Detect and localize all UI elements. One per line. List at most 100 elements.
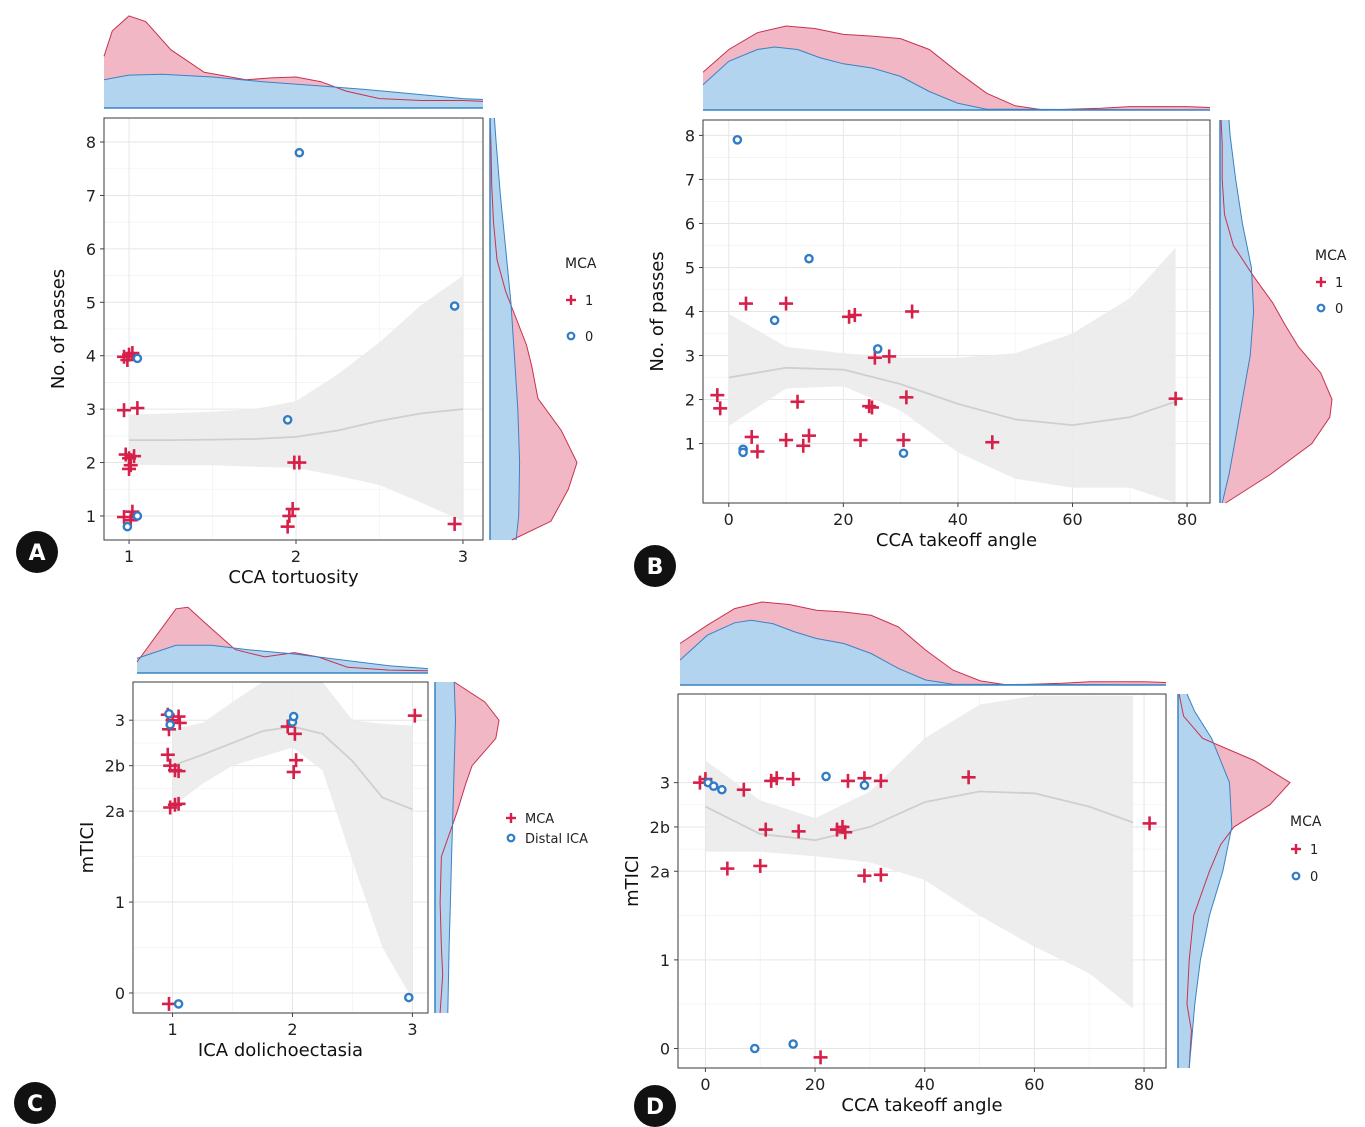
point-distal-ica bbox=[288, 711, 299, 722]
y-tick-label: 7 bbox=[86, 186, 96, 205]
legend-key-other bbox=[1316, 303, 1326, 313]
point-mca-1 bbox=[736, 782, 751, 797]
top-density bbox=[702, 25, 1211, 111]
x-tick-label: 1 bbox=[124, 547, 134, 566]
density-line-1 bbox=[1178, 693, 1291, 1069]
legend-item: Distal ICA bbox=[506, 832, 588, 847]
point-mca-1 bbox=[873, 867, 888, 882]
point-mca bbox=[287, 726, 302, 741]
point-mca-0 bbox=[717, 784, 727, 795]
y-tick-label: 0 bbox=[660, 1040, 670, 1059]
density-fill-1 bbox=[1220, 120, 1332, 503]
y-tick-label: 3 bbox=[660, 774, 670, 793]
right-density bbox=[434, 681, 500, 1014]
density-line-Distal ICA bbox=[447, 681, 457, 1014]
density-fill-Distal ICA bbox=[137, 645, 428, 673]
y-tick-label: 2a bbox=[105, 802, 125, 821]
right-density bbox=[1219, 119, 1333, 504]
axis-ticks: 1 2 3 1 2 3 4 5 6 7 8 bbox=[86, 133, 468, 566]
point-mca-1 bbox=[127, 449, 142, 464]
point-mca-1 bbox=[117, 403, 132, 418]
point-mca-1 bbox=[847, 308, 862, 323]
y-tick-label: 1 bbox=[86, 507, 96, 526]
point-mca-0 bbox=[122, 521, 133, 532]
legend: MCA Distal ICA bbox=[506, 812, 588, 847]
smooth-line bbox=[129, 408, 464, 441]
legend-item: 0 bbox=[1316, 302, 1343, 317]
point-mca-1 bbox=[282, 508, 297, 523]
point-mca-1 bbox=[120, 352, 135, 367]
y-tick-label: 2 bbox=[685, 391, 695, 410]
point-distal-ica bbox=[165, 719, 175, 730]
data-points bbox=[117, 147, 462, 534]
point-mca-0 bbox=[804, 253, 814, 264]
point-mca-0 bbox=[859, 780, 870, 791]
point-mca-1 bbox=[961, 770, 976, 785]
x-tick-label: 60 bbox=[1062, 510, 1082, 529]
x-axis-title: ICA dolichoectasia bbox=[198, 1040, 363, 1061]
point-mca-0 bbox=[788, 1039, 798, 1049]
point-mca-1 bbox=[873, 773, 888, 788]
y-tick-label: 2b bbox=[650, 818, 670, 837]
point-mca-0 bbox=[821, 771, 831, 782]
density-line-1 bbox=[103, 15, 484, 102]
x-tick-label: 20 bbox=[833, 510, 853, 529]
legend: MCA 1 0 bbox=[1290, 814, 1322, 885]
top-density bbox=[679, 601, 1167, 686]
right-density bbox=[1177, 693, 1291, 1069]
point-mca-1 bbox=[791, 824, 806, 839]
x-tick-label: 0 bbox=[700, 1075, 710, 1094]
panel-badge: B bbox=[634, 545, 676, 587]
point-mca-1 bbox=[790, 394, 805, 409]
point-mca-0 bbox=[872, 344, 883, 354]
point-mca-1 bbox=[899, 390, 914, 405]
point-mca bbox=[286, 765, 301, 780]
point-mca bbox=[172, 715, 187, 730]
point-mca-1 bbox=[285, 502, 300, 517]
legend-label: 1 bbox=[1310, 843, 1318, 858]
legend-item: 1 bbox=[566, 294, 593, 309]
density-line-0 bbox=[493, 117, 521, 541]
legend-label: 1 bbox=[585, 294, 593, 309]
point-mca-0 bbox=[898, 448, 909, 459]
point-mca-0 bbox=[132, 511, 143, 521]
density-fill-0 bbox=[1220, 120, 1254, 503]
point-mca-1 bbox=[896, 433, 911, 448]
point-mca-0 bbox=[732, 135, 743, 145]
density-fill-0 bbox=[1178, 694, 1232, 1068]
point-mca-1 bbox=[710, 388, 725, 403]
badge-circle bbox=[634, 545, 676, 587]
point-mca-1 bbox=[1142, 816, 1157, 831]
y-tick-label: 1 bbox=[115, 893, 125, 912]
badge-circle bbox=[634, 1085, 676, 1127]
smooth-line bbox=[704, 790, 1134, 842]
density-line-MCA bbox=[136, 606, 429, 672]
point-mca bbox=[407, 708, 422, 723]
badge-circle bbox=[14, 1082, 56, 1124]
density-fill-0 bbox=[680, 620, 1166, 685]
x-axis-title: CCA takeoff angle bbox=[876, 530, 1037, 551]
x-tick-label: 40 bbox=[915, 1075, 935, 1094]
legend-item: MCA bbox=[506, 812, 554, 827]
plot-frame bbox=[132, 681, 429, 1014]
point-mca bbox=[171, 796, 186, 811]
legend-label: 0 bbox=[1310, 870, 1318, 885]
point-mca-0 bbox=[282, 415, 293, 425]
x-tick-label: 0 bbox=[724, 510, 734, 529]
point-mca-1 bbox=[813, 1050, 828, 1065]
y-tick-label: 7 bbox=[685, 170, 695, 189]
badge-label: A bbox=[28, 541, 45, 566]
y-tick-label: 2 bbox=[86, 454, 96, 473]
density-line-1 bbox=[702, 25, 1211, 111]
x-tick-label: 2 bbox=[287, 1020, 297, 1039]
panel-D: 0 20 40 60 80 0 1 2a 2b 3 CCA takeoff angle mTICI MC… bbox=[622, 601, 1322, 1127]
point-mca-1 bbox=[779, 296, 794, 311]
point-mca-1 bbox=[292, 455, 307, 470]
x-axis-title: CCA takeoff angle bbox=[841, 1095, 1002, 1116]
point-mca-0 bbox=[708, 781, 719, 791]
y-tick-label: 6 bbox=[86, 240, 96, 259]
legend-title: MCA bbox=[1315, 248, 1347, 264]
legend-item: 0 bbox=[566, 330, 593, 345]
y-axis-title: mTICI bbox=[622, 855, 643, 907]
smooth-line bbox=[728, 366, 1176, 427]
